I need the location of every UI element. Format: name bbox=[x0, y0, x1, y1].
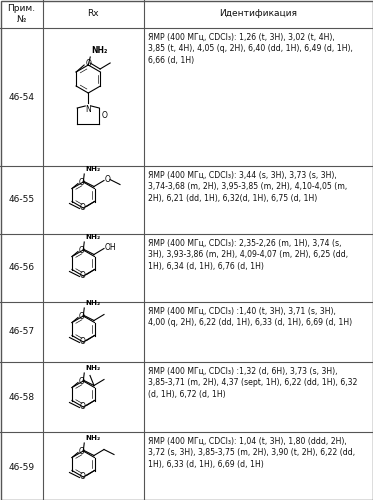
Text: O: O bbox=[79, 246, 85, 255]
Text: NH₂: NH₂ bbox=[85, 300, 100, 306]
Text: ЯМР (400 МГц, CDCl₃): 3,44 (s, 3H), 3,73 (s, 3H),
3,74-3,68 (m, 2H), 3,95-3,85 (: ЯМР (400 МГц, CDCl₃): 3,44 (s, 3H), 3,73… bbox=[148, 171, 347, 203]
Text: 46-55: 46-55 bbox=[8, 196, 35, 204]
Text: ЯМР (400 МГц, CDCl₃): 1,26 (t, 3H), 3,02 (t, 4H),
3,85 (t, 4H), 4,05 (q, 2H), 6,: ЯМР (400 МГц, CDCl₃): 1,26 (t, 3H), 3,02… bbox=[148, 33, 352, 65]
Text: Прим.
№: Прим. № bbox=[7, 4, 35, 24]
Text: O: O bbox=[79, 337, 85, 346]
Text: O: O bbox=[105, 175, 111, 184]
Text: 46-54: 46-54 bbox=[9, 92, 34, 102]
Text: NH₂: NH₂ bbox=[85, 234, 100, 240]
Text: ЯМР (400 МГц, CDCl₃) :1,40 (t, 3H), 3,71 (s, 3H),
4,00 (q, 2H), 6,22 (dd, 1H), 6: ЯМР (400 МГц, CDCl₃) :1,40 (t, 3H), 3,71… bbox=[148, 307, 352, 328]
Text: O: O bbox=[79, 402, 85, 411]
Text: O: O bbox=[79, 271, 85, 280]
Text: NH₂: NH₂ bbox=[85, 365, 100, 371]
Text: O: O bbox=[79, 203, 85, 212]
Text: O: O bbox=[79, 312, 85, 321]
Text: N: N bbox=[85, 105, 91, 114]
Text: O: O bbox=[101, 112, 107, 120]
Text: NH₂: NH₂ bbox=[85, 435, 100, 441]
Text: O: O bbox=[85, 60, 91, 68]
Text: O: O bbox=[79, 447, 85, 456]
Text: Идентификация: Идентификация bbox=[219, 10, 297, 18]
Text: NH₂: NH₂ bbox=[85, 166, 100, 172]
Text: O: O bbox=[79, 178, 85, 187]
Text: OH: OH bbox=[105, 243, 117, 252]
Text: 46-57: 46-57 bbox=[8, 328, 35, 336]
Text: ЯМР (400 МГц, CDCl₃): 2,35-2,26 (m, 1H), 3,74 (s,
3H), 3,93-3,86 (m, 2H), 4,09-4: ЯМР (400 МГц, CDCl₃): 2,35-2,26 (m, 1H),… bbox=[148, 239, 348, 271]
Text: Rx: Rx bbox=[87, 10, 99, 18]
Text: ЯМР (400 МГц, CDCl₃): 1,04 (t, 3H), 1,80 (ddd, 2H),
3,72 (s, 3H), 3,85-3,75 (m, : ЯМР (400 МГц, CDCl₃): 1,04 (t, 3H), 1,80… bbox=[148, 437, 355, 469]
Text: 46-56: 46-56 bbox=[8, 264, 35, 272]
Text: O: O bbox=[79, 377, 85, 386]
Text: 46-59: 46-59 bbox=[8, 462, 35, 471]
Text: NH₂: NH₂ bbox=[91, 46, 108, 55]
Text: 46-58: 46-58 bbox=[8, 392, 35, 402]
Text: ЯМР (400 МГц, CDCl₃) :1,32 (d, 6H), 3,73 (s, 3H),
3,85-3,71 (m, 2H), 4,37 (sept,: ЯМР (400 МГц, CDCl₃) :1,32 (d, 6H), 3,73… bbox=[148, 367, 357, 399]
Text: O: O bbox=[79, 472, 85, 481]
